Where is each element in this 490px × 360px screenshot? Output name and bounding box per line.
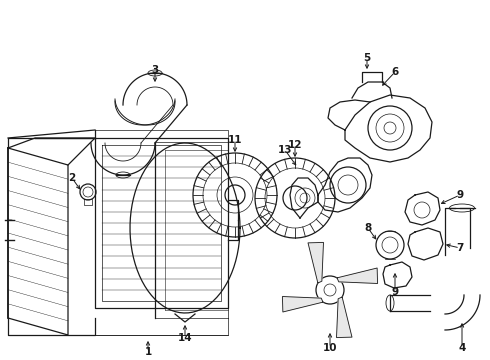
Text: 9: 9 (392, 287, 398, 297)
Text: 8: 8 (365, 223, 371, 233)
Text: 4: 4 (458, 343, 466, 353)
Text: 13: 13 (278, 145, 292, 155)
Text: 5: 5 (364, 53, 370, 63)
Text: 6: 6 (392, 67, 399, 77)
Text: 11: 11 (228, 135, 242, 145)
Text: 1: 1 (145, 347, 151, 357)
Text: 2: 2 (69, 173, 75, 183)
Text: 7: 7 (456, 243, 464, 253)
Text: 10: 10 (323, 343, 337, 353)
Polygon shape (337, 268, 378, 283)
Text: 12: 12 (288, 140, 302, 150)
Text: 3: 3 (151, 65, 159, 75)
Text: 14: 14 (178, 333, 192, 343)
Polygon shape (337, 297, 352, 338)
Polygon shape (282, 297, 323, 312)
Text: 9: 9 (457, 190, 464, 200)
Polygon shape (308, 242, 323, 283)
